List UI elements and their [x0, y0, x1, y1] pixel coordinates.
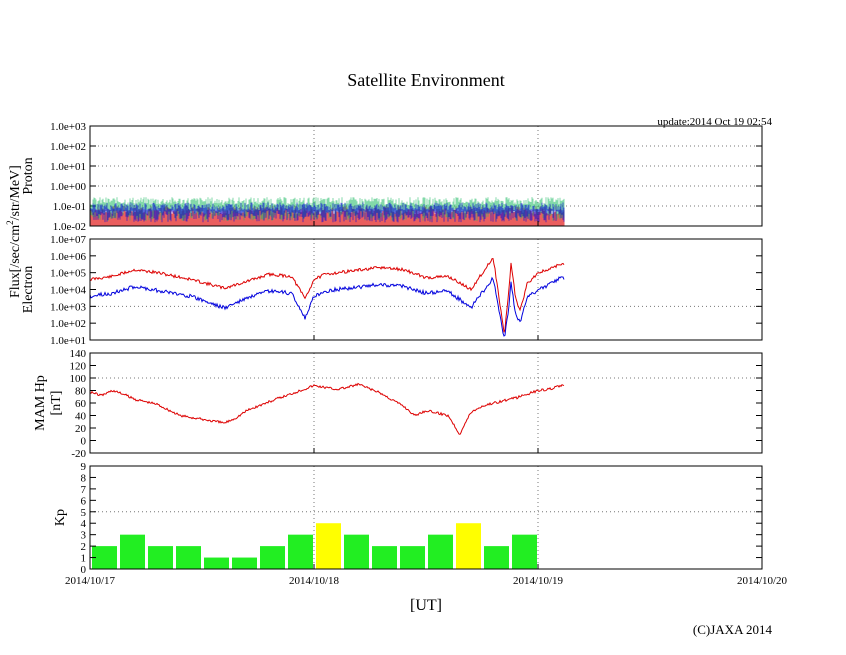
kp-bar	[316, 523, 341, 569]
update-timestamp: update:2014 Oct 19 02:54	[657, 116, 772, 128]
hp-unit-label: [nT]	[49, 391, 64, 416]
flux-label-tail: /str/MeV]	[8, 165, 23, 220]
x-tick-label: 2014/10/20	[737, 575, 788, 587]
hp-tick-label: -20	[71, 448, 86, 460]
hp-tick-label: 20	[75, 423, 87, 435]
flux-label-main: Flux[/sec/cm	[8, 225, 23, 298]
electron-tick-label: 1.0e+01	[50, 335, 86, 347]
kp-tick-label: 4	[81, 518, 87, 530]
electron-series-low	[89, 258, 565, 333]
electron-tick-label: 1.0e+07	[50, 234, 86, 246]
proton-tick-label: 1.0e-01	[53, 201, 86, 213]
electron-label: Electron	[21, 266, 36, 313]
electron-tick-label: 1.0e+03	[50, 301, 86, 313]
kp-bar	[232, 557, 257, 569]
kp-bar	[176, 546, 201, 569]
hp-tick-label: 80	[75, 386, 87, 398]
proton-panel	[89, 125, 763, 227]
kp-tick-label: 0	[81, 564, 87, 576]
hp-tick-label: 120	[70, 361, 87, 373]
electron-tick-label: 1.0e+04	[50, 285, 86, 297]
kp-bar	[148, 546, 173, 569]
kp-tick-label: 1	[81, 553, 87, 565]
kp-bar	[260, 546, 285, 569]
kp-label: Kp	[53, 509, 68, 526]
hp-tick-label: 60	[75, 398, 87, 410]
x-tick-label: 2014/10/19	[513, 575, 564, 587]
electron-tick-label: 1.0e+05	[50, 268, 86, 280]
kp-bar	[372, 546, 397, 569]
kp-bar	[400, 546, 425, 569]
kp-tick-label: 8	[81, 472, 87, 484]
kp-tick-label: 3	[81, 530, 87, 542]
kp-bar	[428, 534, 453, 569]
hp-panel	[89, 352, 763, 454]
kp-tick-label: 5	[81, 507, 87, 519]
hp-tick-label: 0	[81, 436, 87, 448]
hp-series	[89, 382, 565, 435]
proton-tick-label: 1.0e+00	[50, 181, 86, 193]
hp-tick-label: 40	[75, 411, 87, 423]
copyright: (C)JAXA 2014	[693, 622, 773, 637]
electron-panel	[89, 238, 763, 341]
flux-label-sup: 2	[5, 220, 15, 225]
proton-series-proton-ch3	[90, 202, 565, 223]
proton-label: Proton	[21, 157, 36, 194]
kp-panel	[89, 465, 763, 570]
kp-tick-label: 6	[81, 495, 87, 507]
hp-label: MAM Hp	[33, 375, 48, 431]
panels: 1.0e-02 1.0e-01 1.0e+00 1.0e+01 1.0e+02 1.0e+…	[21, 121, 788, 587]
kp-bar	[204, 557, 229, 569]
hp-tick-label: 100	[70, 373, 87, 385]
proton-tick-label: 1.0e+02	[50, 141, 86, 153]
hp-tick-label: 140	[70, 348, 87, 360]
electron-tick-label: 1.0e+02	[50, 318, 86, 330]
chart-title: Satellite Environment	[347, 70, 504, 90]
kp-bar	[120, 534, 145, 569]
flux-axis-label: Flux[/sec/cm2/str/MeV]	[5, 165, 23, 298]
electron-tick-label: 1.0e+06	[50, 251, 86, 263]
kp-bar	[512, 534, 537, 569]
proton-tick-label: 1.0e+03	[50, 121, 86, 133]
kp-tick-label: 7	[81, 484, 87, 496]
kp-tick-label: 9	[81, 461, 87, 473]
kp-bar	[484, 546, 509, 569]
kp-bar	[288, 534, 313, 569]
kp-tick-label: 2	[81, 541, 87, 553]
kp-bar	[92, 546, 117, 569]
proton-tick-label: 1.0e+01	[50, 161, 86, 173]
x-axis-label: [UT]	[410, 597, 442, 614]
proton-tick-label: 1.0e-02	[53, 221, 86, 233]
electron-series-high	[89, 276, 565, 337]
x-tick-label: 2014/10/17	[65, 575, 116, 587]
kp-bar	[344, 534, 369, 569]
x-tick-label: 2014/10/18	[289, 575, 340, 587]
kp-bar	[456, 523, 481, 569]
